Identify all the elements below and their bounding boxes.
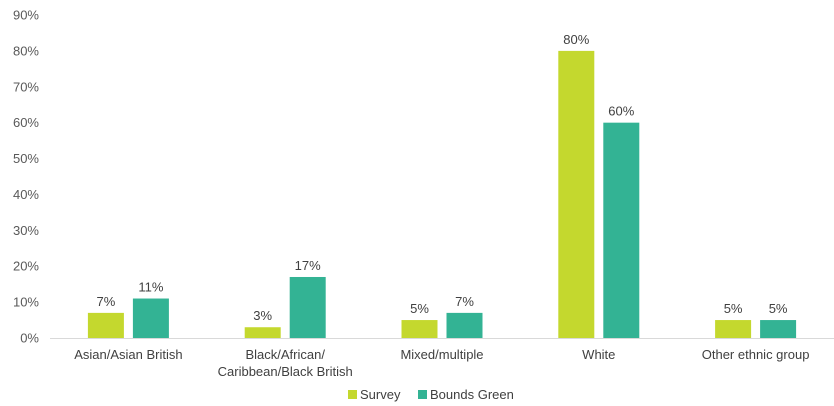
data-label: 17% <box>295 258 321 273</box>
legend-swatch <box>348 390 357 399</box>
bar-survey <box>87 312 124 338</box>
x-tick-label: Other ethnic group <box>702 347 810 362</box>
data-label: 7% <box>455 294 474 309</box>
bar-survey <box>558 50 595 339</box>
bar-survey <box>401 320 438 338</box>
x-tick-label: Caribbean/Black British <box>218 364 353 379</box>
bar-survey <box>715 320 752 338</box>
bar-bounds-green <box>289 276 326 338</box>
data-label: 80% <box>563 32 589 47</box>
legend: Survey Bounds Green <box>348 387 514 402</box>
data-label: 7% <box>97 294 116 309</box>
data-label: 5% <box>410 301 429 316</box>
data-label: 5% <box>724 301 743 316</box>
legend-swatch <box>418 390 427 399</box>
x-tick-label: Black/African/ <box>245 347 325 362</box>
y-tick-label: 70% <box>13 79 39 94</box>
y-tick-label: 40% <box>13 187 39 202</box>
x-tick-label: Mixed/multiple <box>400 347 483 362</box>
bar-bounds-green <box>760 320 797 338</box>
legend-label: Bounds Green <box>430 387 514 402</box>
y-tick-label: 10% <box>13 295 39 310</box>
legend-label: Survey <box>360 387 401 402</box>
bar-bounds-green <box>132 298 169 338</box>
data-label: 5% <box>769 301 788 316</box>
data-label: 11% <box>138 280 163 295</box>
y-tick-label: 20% <box>13 259 39 274</box>
x-axis: Asian/Asian British Black/African/Caribbe… <box>50 338 834 379</box>
data-labels: 7% 11% 3% 17% 5% 7% 80% 60% 5% 5% <box>97 32 788 323</box>
y-tick-label: 80% <box>13 43 39 58</box>
data-label: 3% <box>253 308 272 323</box>
x-tick-label: Asian/Asian British <box>74 347 182 362</box>
bar-bounds-green <box>603 122 640 339</box>
bars <box>87 50 797 339</box>
y-tick-label: 90% <box>13 8 39 23</box>
x-tick-label: White <box>582 347 615 362</box>
y-tick-label: 60% <box>13 115 39 130</box>
bar-survey <box>244 327 281 338</box>
bar-bounds-green <box>446 312 483 338</box>
data-label: 60% <box>608 104 634 119</box>
y-tick-label: 0% <box>20 331 39 346</box>
y-tick-label: 30% <box>13 223 39 238</box>
y-axis: 0% 10% 20% 30% 40% 50% 60% 70% 80% 90% <box>13 8 39 346</box>
y-tick-label: 50% <box>13 151 39 166</box>
